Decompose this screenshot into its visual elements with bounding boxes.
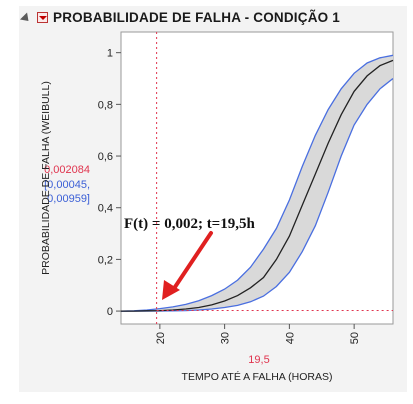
panel-title-bar: PROBABILIDADE DE FALHA - CONDIÇÃO 1 [19, 6, 407, 28]
y-tick-label: 0,6 [98, 151, 113, 163]
x-tick-label: 50 [349, 332, 361, 344]
plot-layer [120, 32, 394, 324]
annotation-arrow-head [162, 280, 180, 300]
estimate-line [121, 59, 394, 312]
red-triangle-menu-icon[interactable] [37, 11, 48, 23]
y-readout-ci-upper: 0,00959] [47, 193, 90, 205]
axis-layer: 0 0,2 0,4 0,6 0,8 1 20 30 40 50 [98, 48, 361, 345]
y-tick-label: 0,8 [98, 99, 113, 111]
confidence-band [121, 55, 393, 312]
y-axis-title: PROBABILIDADE DE FALHA (WEIBULL) [40, 81, 52, 275]
x-axis-title: TEMPO ATÉ A FALHA (HORAS) [182, 370, 333, 383]
annotation-text: F(t) = 0,002; t=19,5h [124, 216, 255, 232]
x-tick-label: 40 [284, 332, 296, 344]
x-tick-label: 20 [155, 332, 167, 344]
y-tick-label: 0,2 [98, 254, 113, 266]
annotation-arrow-shaft [171, 231, 213, 292]
x-readout-value: 19,5 [248, 354, 269, 366]
upper-confidence-line [120, 54, 394, 312]
y-tick-label: 1 [107, 48, 113, 60]
x-tick-label: 30 [220, 332, 232, 344]
y-readout-ci-lower: [0,00045, [44, 179, 90, 191]
y-readout-value: 0,002084 [44, 164, 90, 176]
y-tick-label: 0 [107, 306, 113, 318]
panel-title: PROBABILIDADE DE FALHA - CONDIÇÃO 1 [53, 9, 341, 25]
y-tick-label: 0,4 [98, 203, 113, 215]
